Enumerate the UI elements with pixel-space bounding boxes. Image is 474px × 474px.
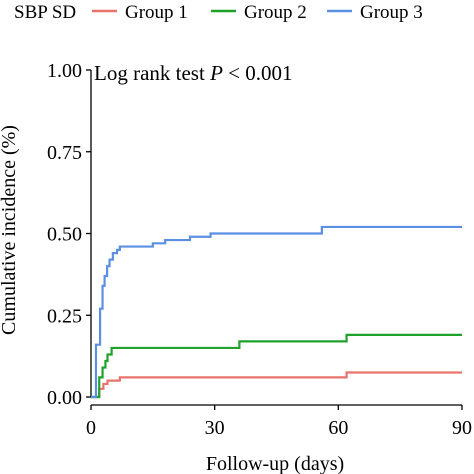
series-line-group-2 [91, 333, 462, 399]
annotation-p-italic: P [209, 61, 223, 85]
axes: 0.00 0.25 0.50 0.75 1.00 0 30 60 90 [47, 60, 472, 439]
series-line-group-1 [91, 371, 462, 399]
y-tick-label: 0.50 [47, 224, 82, 246]
log-rank-annotation: Log rank test P < 0.001 [94, 61, 292, 85]
annotation-prefix: Log rank test [94, 61, 210, 85]
legend-label-group-1: Group 1 [125, 2, 188, 23]
x-tick-label: 30 [205, 417, 225, 439]
y-tick-label: 0.25 [47, 305, 82, 327]
legend-label-group-3: Group 3 [360, 2, 423, 23]
legend: SBP SD Group 1 Group 2 Group 3 [14, 2, 423, 23]
series-line-group-3 [91, 225, 462, 399]
y-axis-label: Cumulative incidence (%) [0, 125, 20, 335]
legend-label-group-2: Group 2 [244, 2, 307, 23]
x-tick-label: 60 [328, 417, 348, 439]
y-tick-label: 0.75 [47, 142, 82, 164]
annotation-suffix: < 0.001 [223, 61, 293, 85]
x-tick-label: 0 [86, 417, 96, 439]
y-tick-label: 0.00 [47, 387, 82, 409]
x-tick-label: 90 [452, 417, 472, 439]
x-axis-label: Follow-up (days) [206, 453, 344, 474]
legend-title: SBP SD [14, 2, 76, 23]
y-tick-label: 1.00 [47, 60, 82, 82]
series-layer [91, 225, 462, 399]
